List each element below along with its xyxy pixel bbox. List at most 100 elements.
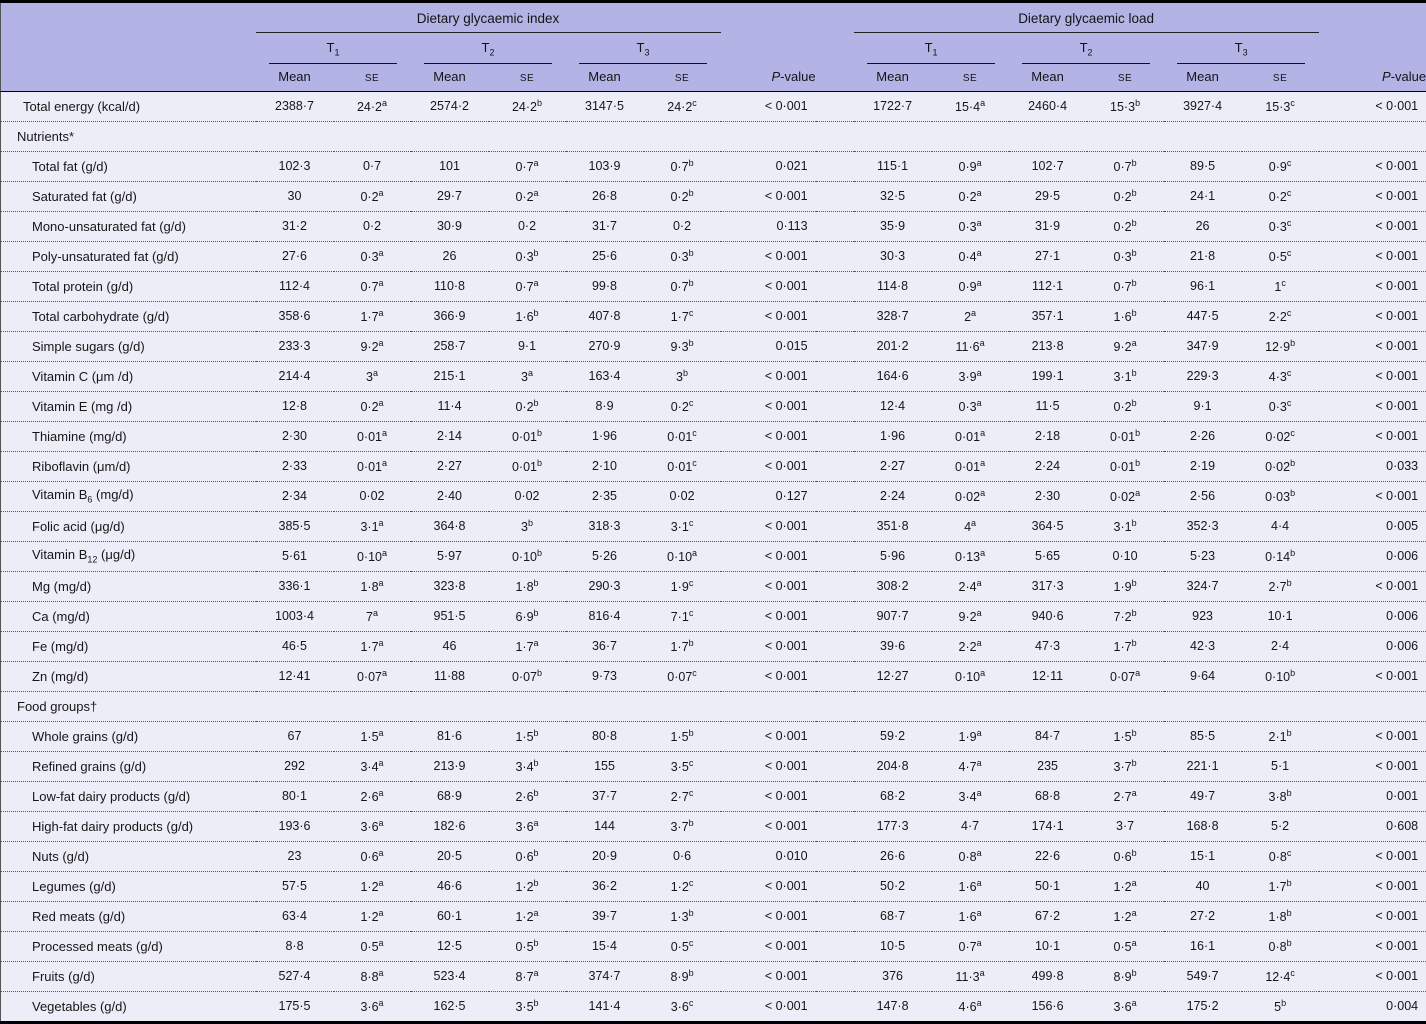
section-row: Food groups†	[1, 691, 1426, 721]
se-cell: 1·9c	[644, 571, 721, 601]
pvalue-cell: 0·113	[721, 211, 816, 241]
mean-cell: 336·1	[256, 571, 334, 601]
section-label: Nutrients*	[1, 121, 1426, 151]
se-cell: 0·8b	[1242, 931, 1319, 961]
se-cell: 3·1a	[334, 511, 411, 541]
mean-cell: 67·2	[1009, 901, 1087, 931]
se-cell: 0·2b	[1087, 211, 1164, 241]
mean-cell: 317·3	[1009, 571, 1087, 601]
header-stat-row: Mean SE Mean SE Mean SE P-value Mean SE …	[1, 65, 1426, 92]
se-cell: 0·02	[489, 481, 566, 511]
pvalue-cell: 0·004	[1319, 991, 1426, 1022]
mean-cell: 11·4	[411, 391, 489, 421]
row-label: Mg (mg/d)	[1, 571, 256, 601]
mean-cell: 112·1	[1009, 271, 1087, 301]
se-column-header: SE	[644, 65, 721, 92]
se-cell: 3·4a	[932, 781, 1009, 811]
se-cell: 1·3b	[644, 901, 721, 931]
mean-cell: 114·8	[854, 271, 932, 301]
spacer-cell	[816, 841, 854, 871]
row-label: Ca (mg/d)	[1, 601, 256, 631]
row-label: Riboflavin (μm/d)	[1, 451, 256, 481]
se-cell: 0·01b	[1087, 451, 1164, 481]
spacer-cell	[816, 211, 854, 241]
mean-cell: 103·9	[566, 151, 644, 181]
row-label: Total fat (g/d)	[1, 151, 256, 181]
se-cell: 1·7b	[1242, 871, 1319, 901]
mean-cell: 12·41	[256, 661, 334, 691]
mean-cell: 376	[854, 961, 932, 991]
mean-cell: 347·9	[1164, 331, 1242, 361]
se-cell: 1·2a	[334, 871, 411, 901]
mean-cell: 214·4	[256, 361, 334, 391]
se-cell: 1·8a	[334, 571, 411, 601]
se-cell: 0·8c	[1242, 841, 1319, 871]
se-cell: 3·1c	[644, 511, 721, 541]
mean-cell: 31·9	[1009, 211, 1087, 241]
mean-cell: 2·14	[411, 421, 489, 451]
pvalue-cell: < 0·001	[1319, 211, 1426, 241]
mean-cell: 233·3	[256, 331, 334, 361]
mean-cell: 2·24	[1009, 451, 1087, 481]
se-cell: 0·01a	[932, 451, 1009, 481]
se-cell: 0·7a	[489, 271, 566, 301]
se-cell: 24·2b	[489, 91, 566, 121]
se-cell: 2·7b	[1242, 571, 1319, 601]
se-cell: 24·2c	[644, 91, 721, 121]
mean-cell: 201·2	[854, 331, 932, 361]
se-cell: 0·7b	[644, 151, 721, 181]
se-cell: 2·4a	[932, 571, 1009, 601]
se-cell: 1·5b	[489, 721, 566, 751]
se-cell: 1·6a	[932, 901, 1009, 931]
mean-cell: 47·3	[1009, 631, 1087, 661]
pvalue-cell: < 0·001	[721, 391, 816, 421]
pvalue-cell: < 0·001	[721, 241, 816, 271]
se-cell: 0·2c	[1242, 181, 1319, 211]
se-cell: 1·7c	[644, 301, 721, 331]
corner-cell	[1, 2, 256, 33]
mean-cell: 318·3	[566, 511, 644, 541]
se-cell: 3·1b	[1087, 361, 1164, 391]
spacer-cell	[816, 571, 854, 601]
mean-cell: 80·8	[566, 721, 644, 751]
row-label: Total carbohydrate (g/d)	[1, 301, 256, 331]
se-cell: 1·2b	[489, 871, 566, 901]
header-blank-cell	[721, 2, 816, 33]
spacer-cell	[816, 511, 854, 541]
se-cell: 0·10a	[334, 541, 411, 571]
se-cell: 0·4a	[932, 241, 1009, 271]
se-cell: 1·9a	[932, 721, 1009, 751]
pvalue-cell: < 0·001	[1319, 391, 1426, 421]
se-cell: 0·2	[644, 211, 721, 241]
mean-cell: 5·61	[256, 541, 334, 571]
se-cell: 0·2c	[644, 391, 721, 421]
se-cell: 3·1b	[1087, 511, 1164, 541]
pvalue-cell: < 0·001	[721, 811, 816, 841]
mean-cell: 2·10	[566, 451, 644, 481]
se-cell: 0·5a	[334, 931, 411, 961]
se-cell: 0·02	[644, 481, 721, 511]
row-label: Whole grains (g/d)	[1, 721, 256, 751]
mean-cell: 32·5	[854, 181, 932, 211]
pvalue-cell: < 0·001	[1319, 421, 1426, 451]
mean-cell: 2·19	[1164, 451, 1242, 481]
mean-cell: 21·8	[1164, 241, 1242, 271]
tertile-label: T2	[424, 38, 553, 64]
pvalue-cell: < 0·001	[1319, 331, 1426, 361]
mean-cell: 2·30	[1009, 481, 1087, 511]
mean-cell: 39·6	[854, 631, 932, 661]
se-cell: 0·01a	[334, 421, 411, 451]
row-label: Vitamin B6 (mg/d)	[1, 481, 256, 511]
se-cell: 1·9b	[1087, 571, 1164, 601]
